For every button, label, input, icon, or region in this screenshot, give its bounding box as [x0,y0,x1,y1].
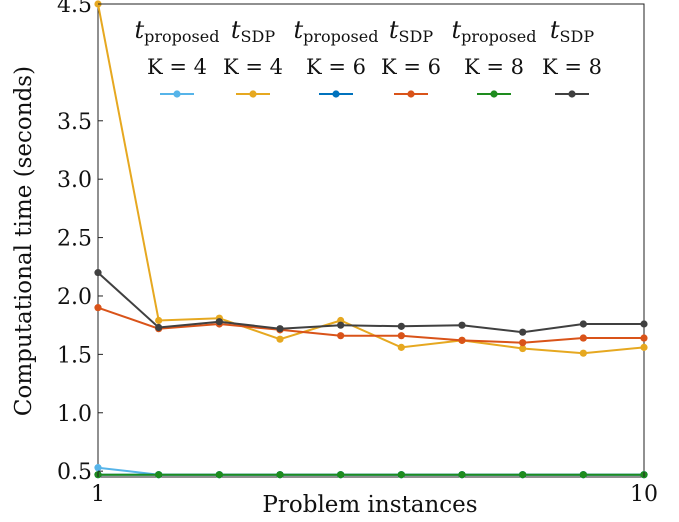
data-point [276,325,284,333]
y-tick-label: 1.0 [57,402,92,427]
x-axis-ticks: 1 10 [91,472,658,507]
legend-k-label: K = 4 [223,55,283,79]
data-point [640,343,648,351]
data-point [215,471,223,479]
legend-k-label: K = 8 [542,55,602,79]
data-point [397,471,405,479]
data-point [640,334,648,342]
series-6 [94,269,648,336]
legend-symbol: tproposed [452,16,537,46]
y-tick-label: 4.5 [57,0,92,18]
legend-k-label: K = 6 [381,55,441,79]
series-5 [94,471,648,479]
data-point [458,321,466,329]
data-point [458,336,466,344]
data-point [155,316,163,325]
legend-entry-1: tproposed K = 4 [135,16,220,98]
legend-entry-3: tproposed K = 6 [294,16,379,98]
data-point [640,320,648,328]
legend-marker [407,90,415,98]
data-point [155,471,163,479]
y-tick-label: 0.5 [57,460,92,485]
y-tick-label: 1.5 [57,343,92,368]
x-axis-label: Problem instances [262,492,477,518]
legend-entry-2: tSDP K = 4 [223,16,283,98]
data-point [94,269,102,277]
series-2 [94,0,648,357]
y-tick-label: 2.5 [57,227,92,252]
data-point [519,328,527,336]
data-point [94,464,102,472]
data-point [276,471,284,479]
series-line [97,271,644,334]
data-point [215,318,223,326]
x-tick-label: 1 [91,482,105,507]
data-point [155,323,163,332]
legend-entry-4: tSDP K = 6 [381,16,441,98]
y-tick-label: 3.5 [57,110,92,135]
y-tick-label: 3.0 [57,168,92,193]
data-point [276,335,284,343]
legend-marker [173,90,181,98]
legend-marker [568,90,576,98]
series-1 [94,464,648,479]
series-line [97,306,644,344]
data-point [579,471,587,479]
legend-k-label: K = 8 [464,55,524,79]
data-point [94,304,102,312]
legend-marker [249,90,257,98]
series-layer [94,0,648,479]
data-point [337,471,345,479]
y-axis-ticks: 0.5 1.0 1.5 2.0 2.5 3.0 3.5 4.5 [57,0,103,485]
legend-entry-6: tSDP K = 8 [542,16,602,98]
data-point [337,321,345,329]
data-point [579,334,587,342]
data-point [579,320,587,328]
legend-k-label: K = 6 [306,55,366,79]
data-point [458,471,466,479]
legend-symbol: tSDP [231,16,275,46]
data-point [397,332,405,340]
legend-symbol: tSDP [550,16,594,46]
data-point [519,339,527,347]
series-line [97,466,644,476]
data-point [519,471,527,479]
legend-symbol: tSDP [389,16,433,46]
data-point [397,322,405,330]
data-point [397,343,405,351]
legend-k-label: K = 4 [147,55,207,79]
data-point [579,349,587,357]
legend-symbol: tproposed [294,16,379,46]
x-tick-label: 10 [630,482,658,507]
legend-marker [332,90,340,98]
series-line [97,3,645,355]
y-tick-label: 2.0 [57,285,92,310]
data-point [519,344,527,353]
y-axis-label: Computational time (seconds) [11,66,37,416]
data-point [337,332,345,340]
legend-entry-5: tproposed K = 8 [452,16,537,98]
plot-frame [97,3,645,478]
legend-symbol: tproposed [135,16,220,46]
legend-marker [490,90,498,98]
